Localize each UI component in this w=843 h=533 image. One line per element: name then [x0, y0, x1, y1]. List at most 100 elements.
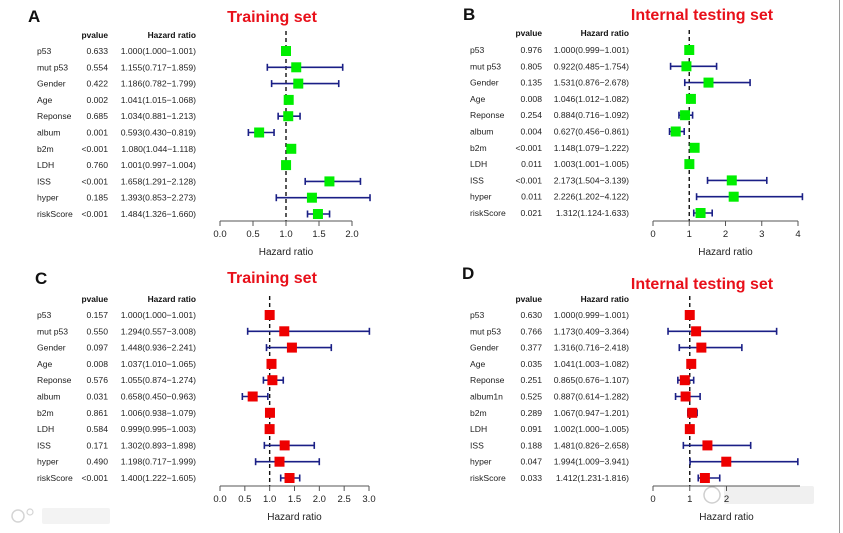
forest-row: LDH 0.091 1.002(1.000−1.005)	[470, 424, 695, 435]
pvalue-cell: 0.254	[520, 110, 542, 120]
hazard-ratio-marker	[306, 192, 317, 203]
pvalue-header: pvalue	[81, 30, 108, 40]
tick-label: 4	[795, 229, 800, 240]
panel-label: A	[28, 7, 40, 26]
tick-label: 2.0	[345, 229, 358, 240]
hazard-ratio-cell: 0.884(0.716−1.092)	[554, 110, 629, 120]
forest-row: Gender 0.377 1.316(0.716−2.418)	[470, 342, 743, 353]
variable-label: LDH	[470, 159, 487, 169]
pvalue-cell: 0.011	[521, 192, 542, 202]
pvalue-cell: 0.630	[520, 310, 542, 320]
pvalue-cell: 0.685	[86, 111, 108, 121]
hazard-ratio-header: Hazard ratio	[148, 294, 196, 304]
panel-title: Internal testing set	[631, 7, 774, 24]
hazard-ratio-cell: 0.865(0.676−1.107)	[554, 375, 629, 385]
pvalue-cell: 0.011	[521, 159, 542, 169]
variable-label: album	[470, 127, 493, 137]
hazard-ratio-marker	[702, 440, 713, 451]
hazard-ratio-marker	[279, 326, 290, 337]
variable-label: Age	[470, 94, 486, 104]
pvalue-cell: 0.554	[86, 62, 108, 72]
hazard-ratio-cell: 0.658(0.450−0.963)	[121, 392, 196, 402]
variable-label: LDH	[37, 424, 54, 434]
forest-panel-a: A Training set pvalue Hazard ratio p53 0.633 1…	[28, 7, 371, 258]
hazard-ratio-marker	[726, 175, 737, 186]
pvalue-cell: <0.001	[515, 175, 542, 185]
hazard-ratio-marker	[689, 142, 700, 153]
x-axis-label: Hazard ratio	[267, 512, 322, 523]
forest-row: riskScore <0.001 1.400(1.222−1.605)	[37, 473, 301, 483]
watermark-logo-left	[11, 508, 110, 524]
forest-row: b2m 0.289 1.067(0.947−1.201)	[470, 407, 698, 418]
forest-row: Gender 0.135 1.531(0.876−2.678)	[470, 77, 751, 88]
forest-row: mut p53 0.766 1.173(0.409−3.364)	[470, 326, 778, 337]
forest-row: Reponse 0.254 0.884(0.716−1.092)	[470, 110, 694, 121]
hazard-ratio-cell: 0.627(0.456−0.861)	[554, 127, 629, 137]
hazard-ratio-cell: 1.155(0.717−1.859)	[121, 62, 196, 72]
forest-row: ISS <0.001 2.173(1.504−3.139)	[470, 175, 768, 186]
variable-label: p53	[470, 45, 485, 55]
pvalue-cell: 0.861	[86, 408, 108, 418]
hazard-ratio-marker	[264, 424, 275, 435]
forest-row: album1n 0.525 0.887(0.614−1.282)	[470, 391, 701, 402]
forest-panel-c: C Training set pvalue Hazard ratio p53 0.157 1…	[35, 269, 376, 523]
hazard-ratio-cell: 1.400(1.222−1.605)	[121, 473, 196, 483]
hazard-ratio-marker	[283, 111, 294, 122]
hazard-ratio-cell: 1.003(1.001−1.005)	[554, 159, 629, 169]
tick-label: 3.0	[362, 494, 375, 505]
forest-row: Reponse 0.576 1.055(0.874−1.274)	[37, 375, 285, 386]
hazard-ratio-cell: 1.000(0.999−1.001)	[554, 45, 629, 55]
hazard-ratio-cell: 1.002(1.000−1.005)	[554, 424, 629, 434]
hazard-ratio-marker	[264, 407, 275, 418]
hazard-ratio-cell: 1.312(1.124-1.633)	[556, 208, 629, 218]
hazard-ratio-marker	[254, 127, 265, 138]
pvalue-cell: 0.550	[86, 326, 108, 336]
hazard-ratio-marker	[264, 310, 275, 320]
pvalue-cell: 0.033	[520, 473, 542, 483]
forest-row: Age 0.008 1.046(1.012−1.082)	[470, 93, 696, 104]
hazard-ratio-cell: 1.001(0.997−1.004)	[121, 160, 196, 170]
tick-label: 1.5	[288, 494, 301, 505]
forest-row: LDH 0.011 1.003(1.001−1.005)	[470, 159, 695, 170]
forest-row: riskScore 0.021 1.312(1.124-1.633)	[470, 208, 713, 218]
hazard-ratio-cell: 1.000(1.000−1.001)	[121, 310, 196, 320]
hazard-ratio-marker	[670, 126, 681, 137]
hazard-ratio-marker	[684, 45, 695, 55]
hazard-ratio-cell: 0.593(0.430−0.819)	[121, 128, 196, 138]
x-axis-label: Hazard ratio	[259, 247, 314, 258]
variable-label: mut p53	[37, 326, 68, 336]
pvalue-cell: 0.289	[520, 408, 542, 418]
x-axis: 0 1 2 3 4 Hazard ratio	[650, 220, 801, 258]
hazard-ratio-marker	[703, 77, 714, 88]
panel-title: Internal testing set	[631, 276, 774, 293]
pvalue-cell: 0.976	[520, 45, 542, 55]
hazard-ratio-marker	[691, 326, 702, 337]
tick-label: 0	[650, 494, 655, 505]
pvalue-cell: <0.001	[81, 473, 108, 483]
pvalue-cell: 0.157	[86, 310, 108, 320]
variable-label: hyper	[470, 457, 492, 467]
hazard-ratio-cell: 0.999(0.995−1.003)	[121, 424, 196, 434]
pvalue-cell: 0.097	[86, 343, 108, 353]
panel-label: B	[463, 5, 475, 24]
forest-row: mut p53 0.550 1.294(0.557−3.008)	[37, 326, 371, 337]
x-axis: 0 1 2 Hazard ratio	[650, 485, 800, 523]
pvalue-cell: <0.001	[81, 144, 108, 154]
hazard-ratio-cell: 1.658(1.291−2.128)	[121, 176, 196, 186]
pvalue-cell: 0.525	[520, 392, 542, 402]
hazard-ratio-marker	[684, 159, 695, 170]
forest-row: ISS 0.188 1.481(0.826−2.658)	[470, 440, 752, 451]
forest-row: ISS <0.001 1.658(1.291−2.128)	[37, 176, 362, 187]
variable-label: Reponse	[37, 111, 72, 121]
forest-row: Reponse 0.685 1.034(0.881−1.213)	[37, 111, 301, 122]
variable-label: b2m	[470, 143, 487, 153]
hazard-ratio-marker	[286, 143, 297, 154]
hazard-ratio-cell: 1.055(0.874−1.274)	[121, 375, 196, 385]
pvalue-cell: 0.422	[86, 79, 108, 89]
forest-row: Gender 0.097 1.448(0.936−2.241)	[37, 342, 333, 353]
hazard-ratio-marker	[696, 342, 707, 353]
pvalue-cell: 0.490	[86, 457, 108, 467]
hazard-ratio-marker	[291, 62, 302, 73]
variable-label: hyper	[37, 193, 59, 203]
